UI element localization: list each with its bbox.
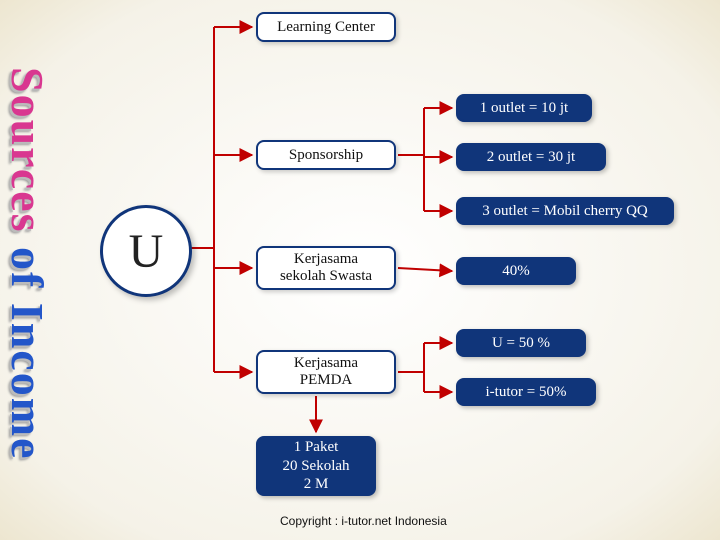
box-tutor-50: i-tutor = 50% (456, 378, 596, 406)
box-paket: 1 Paket20 Sekolah2 M (256, 436, 376, 496)
box-pemda: KerjasamaPEMDA (256, 350, 396, 394)
box-u-50: U = 50 % (456, 329, 586, 357)
vertical-title: Sources of Income (4, 4, 50, 524)
title-word-2: of Income (4, 247, 50, 460)
box-learning-center: Learning Center (256, 12, 396, 42)
box-pct-40: 40% (456, 257, 576, 285)
box-swasta: Kerjasamasekolah Swasta (256, 246, 396, 290)
box-sponsorship: Sponsorship (256, 140, 396, 170)
u-node: U (100, 205, 192, 297)
title-word-1: Sources (4, 67, 50, 234)
box-outlet-3: 3 outlet = Mobil cherry QQ (456, 197, 674, 225)
copyright-text: Copyright : i-tutor.net Indonesia (280, 514, 447, 528)
box-outlet-1: 1 outlet = 10 jt (456, 94, 592, 122)
box-outlet-2: 2 outlet = 30 jt (456, 143, 606, 171)
